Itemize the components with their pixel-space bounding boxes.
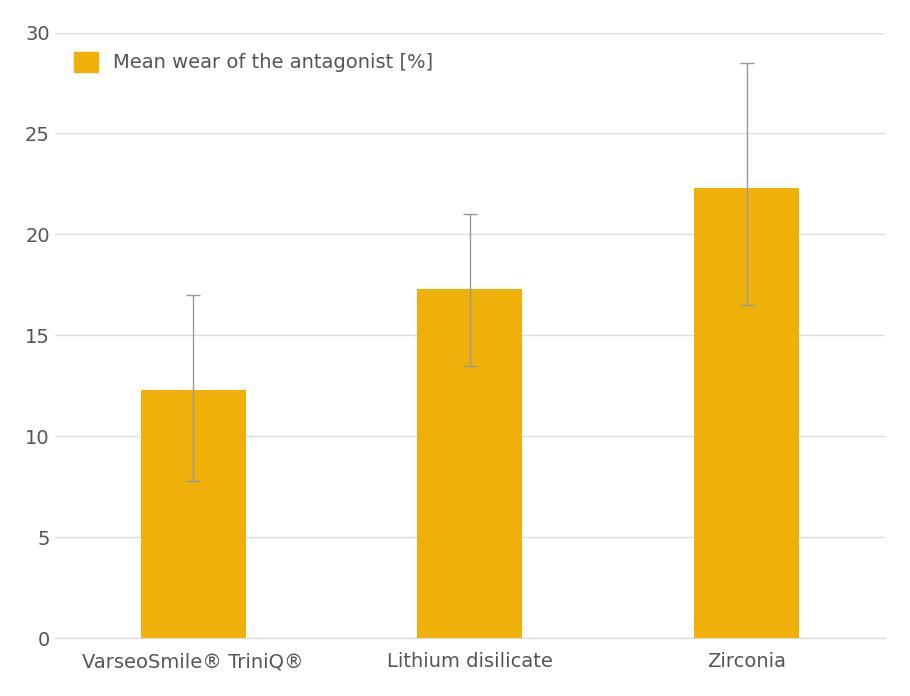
Bar: [140, 390, 246, 638]
Legend: Mean wear of the antagonist [%]: Mean wear of the antagonist [%]: [65, 42, 443, 82]
Bar: [694, 188, 799, 638]
Bar: [418, 289, 522, 638]
